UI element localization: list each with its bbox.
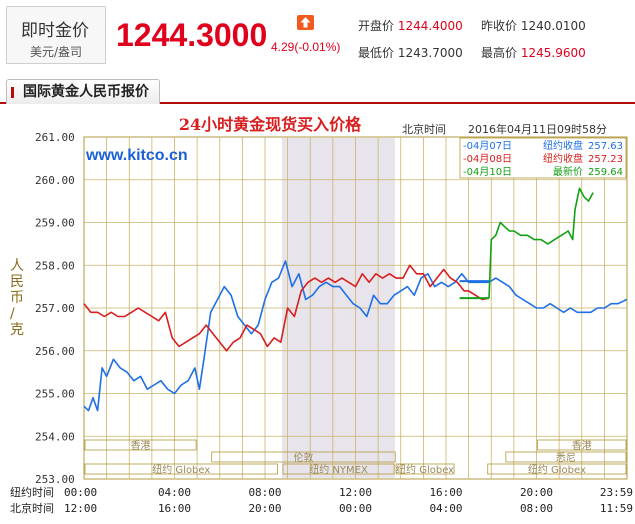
legend-entry-date: -04月10日 bbox=[463, 166, 512, 178]
x-tick-label: 08:00 bbox=[520, 502, 553, 515]
high-value: 1245.9600 bbox=[520, 46, 586, 60]
tab-label: 国际黄金人民币报价 bbox=[23, 84, 149, 100]
grid-lines bbox=[84, 137, 627, 479]
x-tick-label: 00:00 bbox=[339, 502, 372, 515]
chart-title: 24小时黄金现货买入价格 bbox=[179, 115, 362, 134]
section-tab-bar: 国际黄金人民币报价 bbox=[0, 78, 635, 104]
x-axis-row-label: 北京时间 bbox=[10, 501, 54, 515]
y-axis-label-char: 民 bbox=[10, 274, 24, 290]
x-tick-label: 12:00 bbox=[339, 486, 372, 499]
x-tick-label: 00:00 bbox=[64, 486, 97, 499]
x-tick-label: 04:00 bbox=[158, 486, 191, 499]
current-price: 1244.3000 bbox=[116, 17, 268, 53]
y-tick-label: 253.00 bbox=[35, 473, 75, 486]
prev-close-value: 1240.0100 bbox=[520, 19, 586, 33]
market-session-bar bbox=[395, 463, 455, 475]
market-session-label: 悉尼 bbox=[556, 452, 576, 464]
market-session-bar bbox=[505, 451, 627, 463]
market-session-bar bbox=[537, 439, 627, 451]
legend-entry-value: 257.63 bbox=[588, 141, 623, 152]
market-session-label: 伦敦 bbox=[293, 451, 313, 464]
prev-close-label: 昨收价 bbox=[481, 19, 518, 33]
y-tick-label: 254.00 bbox=[35, 430, 75, 443]
market-session-label: 纽约 Globex bbox=[396, 463, 454, 476]
legend-entry-date: -04月07日 bbox=[463, 140, 512, 152]
x-tick-label: 12:00 bbox=[64, 502, 97, 515]
series-lines bbox=[83, 187, 628, 412]
instrument-box: 即时金价 美元/盎司 bbox=[6, 6, 106, 64]
series-line-04月10日 bbox=[488, 187, 594, 299]
chart-svg: 261.00 260.00 259.00 258.00 257.00 256.00 255.… bbox=[10, 115, 633, 515]
y-tick-label: 260.00 bbox=[35, 174, 75, 187]
market-session-label: 纽约 NYMEX bbox=[309, 463, 368, 476]
y-axis-label-char: 克 bbox=[10, 322, 24, 338]
quote-header: 即时金价 美元/盎司 1244.3000 4.29(-0.01%) 开盘价 12… bbox=[0, 0, 635, 66]
high-label: 最高价 bbox=[481, 46, 518, 60]
y-tick-labels: 261.00 260.00 259.00 258.00 257.00 256.00 255.… bbox=[35, 131, 75, 486]
market-session-label: 纽约 Globex bbox=[528, 463, 586, 476]
y-axis-label: 人民币/克 bbox=[10, 258, 24, 338]
low-stat: 最低价 1243.7000 bbox=[358, 44, 463, 61]
market-session-bar bbox=[487, 463, 627, 475]
gold-price-chart: 261.00 260.00 259.00 258.00 257.00 256.00 255.… bbox=[0, 112, 635, 524]
x-tick-label: 08:00 bbox=[248, 486, 281, 499]
x-tick-label: 23:59 bbox=[600, 486, 633, 499]
x-axis-labels: 纽约时间 00:00 04:00 08:00 12:00 16:00 20:00 23:59 北… bbox=[10, 485, 633, 515]
prev-close-stat: 昨收价 1240.0100 bbox=[481, 17, 586, 34]
time-zone-label: 北京时间 bbox=[402, 122, 446, 136]
y-tick-label: 258.00 bbox=[35, 259, 75, 272]
legend-entry-text: 纽约收盘 bbox=[543, 139, 583, 152]
y-tick-label: 256.00 bbox=[35, 345, 75, 358]
instrument-name: 即时金价 bbox=[21, 21, 89, 41]
chart-datetime: 2016年04月11日09时58分 bbox=[468, 122, 607, 136]
y-tick-label: 259.00 bbox=[35, 217, 75, 230]
up-arrow-icon bbox=[297, 15, 314, 30]
y-tick-label: 257.00 bbox=[35, 302, 75, 315]
legend-entry-text: 最新价 bbox=[553, 165, 583, 178]
market-session-bar bbox=[84, 439, 197, 451]
tab-marker bbox=[11, 87, 14, 98]
x-axis-row-label: 纽约时间 bbox=[10, 485, 54, 499]
open-stat: 开盘价 1244.4000 bbox=[358, 17, 463, 34]
legend-entry-value: 259.64 bbox=[588, 167, 623, 178]
market-session-label: 香港 bbox=[131, 440, 151, 452]
legend: -04月07日 纽约收盘 257.63-04月08日 纽约收盘 257.23-04月10… bbox=[463, 139, 623, 178]
x-tick-label: 20:00 bbox=[248, 502, 281, 515]
tab-rmb-gold-quote[interactable]: 国际黄金人民币报价 bbox=[6, 79, 160, 104]
price-change: 4.29(-0.01%) bbox=[271, 40, 341, 54]
legend-entry-text: 纽约收盘 bbox=[543, 152, 583, 165]
series-line-04月08日 bbox=[83, 264, 490, 352]
open-value: 1244.4000 bbox=[397, 19, 463, 33]
high-stat: 最高价 1245.9600 bbox=[481, 44, 586, 61]
x-tick-label: 16:00 bbox=[158, 502, 191, 515]
y-axis-label-char: 币 bbox=[10, 290, 24, 306]
instrument-unit: 美元/盎司 bbox=[30, 45, 83, 59]
y-tick-label: 261.00 bbox=[35, 131, 75, 144]
kitco-watermark: www.kitco.cn bbox=[85, 147, 188, 164]
legend-entry-value: 257.23 bbox=[588, 154, 623, 165]
market-session-label: 纽约 Globex bbox=[152, 463, 210, 476]
y-axis-label-char: / bbox=[10, 306, 15, 322]
market-session-label: 香港 bbox=[572, 440, 592, 452]
x-tick-label: 16:00 bbox=[429, 486, 462, 499]
x-tick-label: 04:00 bbox=[429, 502, 462, 515]
low-value: 1243.7000 bbox=[397, 46, 463, 60]
market-session-bar bbox=[211, 451, 396, 463]
market-session-bar bbox=[84, 463, 278, 475]
low-label: 最低价 bbox=[358, 46, 395, 60]
market-session-bar bbox=[282, 463, 395, 475]
x-tick-label: 20:00 bbox=[520, 486, 553, 499]
series-line-04月07日 bbox=[83, 260, 628, 412]
x-tick-label: 11:59 bbox=[600, 502, 633, 515]
open-label: 开盘价 bbox=[358, 19, 395, 33]
y-axis-label-char: 人 bbox=[10, 258, 24, 274]
legend-box bbox=[459, 137, 627, 179]
legend-entry-date: -04月08日 bbox=[463, 153, 512, 165]
y-tick-label: 255.00 bbox=[35, 388, 75, 401]
